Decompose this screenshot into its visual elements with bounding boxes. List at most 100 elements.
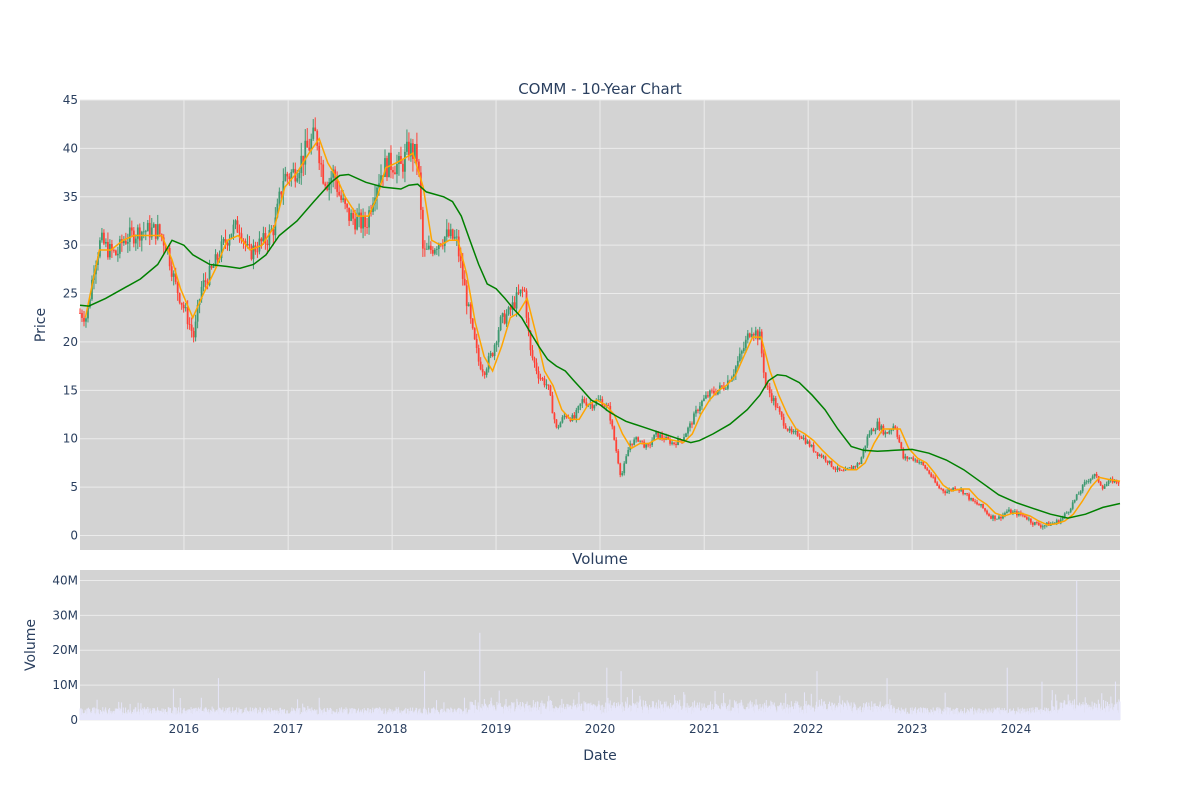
volume-bar: [489, 707, 491, 720]
volume-bar: [668, 708, 670, 720]
volume-bar: [1084, 712, 1086, 720]
volume-bar: [167, 711, 169, 720]
volume-bar: [493, 705, 495, 720]
volume-bar: [621, 702, 623, 720]
volume-bar: [935, 711, 937, 720]
volume-bar: [198, 713, 200, 720]
volume-bar: [753, 704, 755, 720]
candle-down: [1029, 518, 1032, 523]
volume-bar: [154, 708, 156, 720]
volume-bar: [305, 713, 307, 720]
candle-up: [136, 227, 139, 239]
volume-bar: [244, 707, 246, 720]
volume-bar: [253, 711, 255, 720]
volume-bar: [934, 711, 936, 720]
volume-bar: [873, 703, 875, 720]
volume-bar: [979, 713, 981, 720]
volume-bar: [145, 708, 147, 720]
candle-down: [691, 423, 693, 425]
volume-bar: [989, 710, 991, 720]
volume-bar: [256, 708, 258, 720]
volume-bar: [720, 704, 722, 720]
volume-bar: [811, 709, 813, 720]
volume-bar: [489, 704, 491, 720]
candle-down: [842, 470, 845, 472]
volume-bar: [557, 707, 559, 720]
volume-bar: [345, 707, 347, 720]
volume-bar: [491, 703, 493, 720]
volume-bar: [797, 701, 799, 720]
volume-bar: [1037, 712, 1039, 720]
candle-up: [1083, 481, 1086, 485]
candle-down: [958, 489, 961, 491]
volume-bar: [741, 702, 743, 720]
volume-bar: [924, 708, 926, 720]
volume-bar: [796, 703, 798, 720]
volume-bar: [700, 710, 702, 720]
candle-up: [350, 212, 353, 221]
volume-bar: [385, 710, 387, 720]
volume-bar: [1024, 708, 1026, 720]
volume-bar: [589, 705, 591, 720]
volume-bar: [201, 710, 203, 720]
volume-bar: [1027, 711, 1029, 720]
candle-down: [170, 266, 173, 277]
volume-bar: [317, 714, 319, 720]
candle-up: [545, 384, 548, 386]
volume-bar: [234, 709, 236, 720]
volume-bar: [150, 713, 152, 720]
candle-up: [118, 239, 121, 254]
volume-bar: [1111, 703, 1113, 720]
volume-bar: [156, 710, 158, 720]
volume-bar: [457, 708, 459, 720]
volume-bar: [617, 702, 619, 720]
candle-up: [435, 249, 438, 250]
volume-bar: [125, 712, 127, 720]
candle-up: [806, 441, 809, 444]
volume-bar: [867, 706, 869, 720]
volume-bar: [624, 707, 626, 720]
volume-bar: [93, 710, 95, 720]
candle-down: [768, 386, 771, 394]
volume-bar: [217, 678, 219, 720]
volume-bar: [402, 712, 404, 720]
candle-up: [274, 217, 277, 236]
volume-bar: [178, 714, 180, 720]
volume-bar: [165, 711, 167, 720]
volume-bar: [581, 710, 583, 720]
volume-bar: [584, 702, 586, 720]
volume-bar: [705, 709, 707, 720]
volume-bar: [1091, 708, 1093, 720]
candle-down: [966, 493, 968, 495]
volume-bar: [1028, 708, 1030, 720]
volume-bar: [914, 709, 916, 720]
candle-up: [413, 143, 416, 159]
candle-up: [380, 175, 382, 184]
volume-bar: [1006, 710, 1008, 720]
volume-bar: [901, 710, 903, 720]
volume-bar: [142, 708, 144, 720]
volume-bar: [701, 703, 703, 720]
volume-bar: [469, 709, 471, 720]
volume-bar: [400, 710, 402, 720]
volume-bar: [100, 710, 102, 720]
volume-bar: [325, 714, 327, 720]
volume-bar: [1108, 703, 1110, 720]
candle-down: [619, 463, 622, 475]
volume-bar: [626, 705, 628, 720]
volume-bar: [725, 709, 727, 720]
volume-bar: [459, 708, 461, 720]
volume-bar: [475, 709, 477, 720]
volume-bar: [523, 706, 525, 720]
volume-bar: [748, 708, 750, 720]
volume-bar: [480, 708, 482, 720]
volume-bar: [946, 711, 948, 720]
volume-bar: [564, 706, 566, 720]
volume-bar: [686, 710, 688, 720]
volume-bar: [664, 711, 666, 720]
volume-bar: [780, 702, 782, 720]
volume-bar: [912, 714, 914, 720]
volume-bar: [851, 712, 853, 720]
volume-bar: [1076, 580, 1078, 720]
volume-bar: [179, 712, 181, 720]
